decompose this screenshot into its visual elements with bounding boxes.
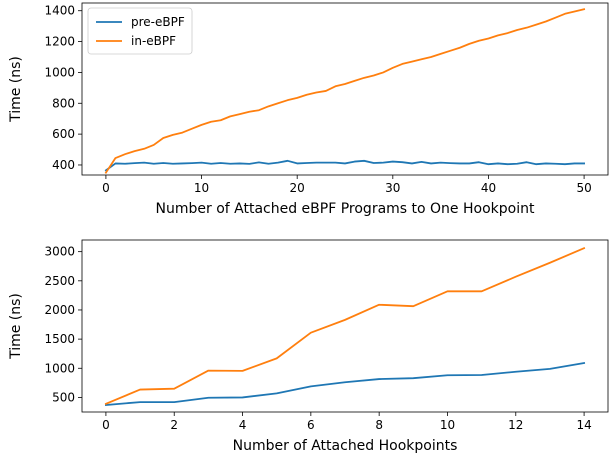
x-tick-label: 4 bbox=[239, 418, 247, 432]
y-tick-label: 1000 bbox=[44, 65, 75, 79]
y-axis-label: Time (ns) bbox=[8, 293, 24, 360]
series-line-in-eBPF bbox=[104, 246, 586, 406]
chart-panel-2: 0 2 4 6 8 10 12 14 500 1000 1500 2000 2500 3000 Number… bbox=[8, 239, 609, 454]
y-tick-label: 1500 bbox=[44, 332, 75, 346]
series-line-pre-eBPF bbox=[104, 361, 586, 406]
y-axis-label: Time (ns) bbox=[8, 56, 24, 123]
series-line-pre-eBPF bbox=[104, 159, 585, 172]
x-tick-label: 2 bbox=[170, 418, 178, 432]
x-tick-label: 10 bbox=[194, 181, 209, 195]
y-tick-label: 500 bbox=[52, 390, 75, 404]
legend-label-pre-eBPF: pre-eBPF bbox=[131, 15, 185, 29]
x-tick-label: 0 bbox=[102, 181, 110, 195]
axes-frame bbox=[81, 2, 609, 176]
y-tick-label: 800 bbox=[52, 96, 75, 110]
x-tick-label: 10 bbox=[440, 418, 455, 432]
x-tick-label: 14 bbox=[576, 418, 591, 432]
chart-panel-1: 0 10 20 30 40 50 400 600 800 1000 1200 1400 Number o… bbox=[8, 2, 609, 217]
y-tick-label: 600 bbox=[52, 127, 75, 141]
y-tick-label: 1400 bbox=[44, 4, 75, 18]
y-tick-label: 3000 bbox=[44, 245, 75, 259]
y-tick-label: 2500 bbox=[44, 274, 75, 288]
x-tick-label: 12 bbox=[508, 418, 523, 432]
x-tick-label: 20 bbox=[290, 181, 305, 195]
axes-frame bbox=[81, 239, 609, 413]
y-tick-label: 2000 bbox=[44, 303, 75, 317]
legend: pre-eBPF in-eBPF bbox=[87, 7, 193, 55]
y-tick-label: 400 bbox=[52, 158, 75, 172]
x-tick-label: 0 bbox=[102, 418, 110, 432]
series-line-in-eBPF bbox=[104, 8, 586, 174]
y-tick-label: 1200 bbox=[44, 35, 75, 49]
x-axis-label: Number of Attached Hookpoints bbox=[233, 438, 458, 454]
x-tick-label: 50 bbox=[576, 181, 591, 195]
x-tick-label: 30 bbox=[385, 181, 400, 195]
y-tick-label: 1000 bbox=[44, 361, 75, 375]
legend-box bbox=[87, 7, 193, 55]
x-tick-label: 6 bbox=[307, 418, 315, 432]
x-tick-label: 40 bbox=[481, 181, 496, 195]
x-axis-label: Number of Attached eBPF Programs to One … bbox=[156, 201, 535, 217]
x-tick-label: 8 bbox=[375, 418, 383, 432]
legend-label-in-eBPF: in-eBPF bbox=[131, 34, 176, 48]
